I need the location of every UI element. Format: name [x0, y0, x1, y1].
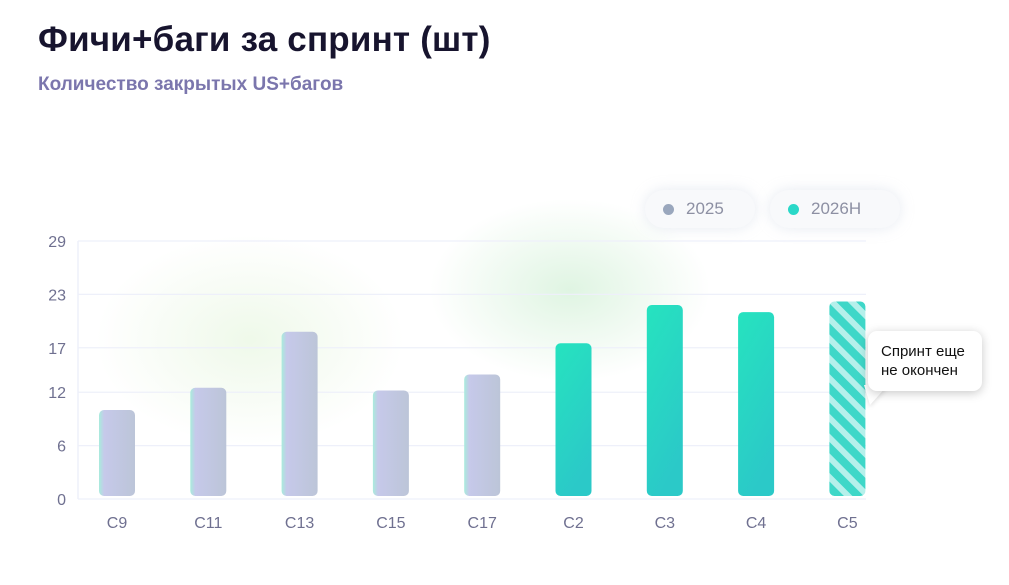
- y-tick-label: 12: [48, 385, 66, 402]
- y-tick-label: 6: [57, 439, 66, 456]
- chart-title: Фичи+баги за спринт (шт): [38, 20, 491, 59]
- bar-С15: [372, 390, 409, 496]
- x-category-label: С2: [563, 515, 584, 532]
- bar-С3: [646, 305, 683, 496]
- legend-label-2026h: 2026H: [811, 199, 862, 218]
- x-category-label: С9: [107, 515, 128, 532]
- legend-dot-2026h-icon: [788, 203, 799, 215]
- bar-С13: [281, 331, 318, 496]
- bar-С9: [99, 410, 135, 496]
- bar-С2: [555, 343, 592, 496]
- bar-С17: [464, 374, 501, 496]
- callout-sprint-not-finished: Спринт еще не окончен: [868, 331, 982, 391]
- callout-line-2: не окончен: [881, 362, 958, 379]
- legend-item-2025[interactable]: 2025: [645, 190, 755, 228]
- y-tick-label: 17: [48, 341, 66, 358]
- callout-line-1: Спринт еще: [881, 343, 965, 360]
- legend-dot-2025-icon: [663, 203, 674, 215]
- y-tick-label: 29: [48, 234, 66, 251]
- x-category-label: С13: [285, 515, 314, 532]
- bar-С11: [190, 387, 227, 496]
- x-category-label: С5: [837, 515, 858, 532]
- x-category-label: С4: [746, 515, 767, 532]
- x-category-label: С17: [468, 515, 497, 532]
- y-tick-label: 23: [48, 287, 66, 304]
- x-category-label: С15: [376, 515, 405, 532]
- legend-label-2025: 2025: [686, 199, 724, 218]
- chart-subtitle: Количество закрытых US+багов: [38, 74, 344, 95]
- bar-С4: [738, 312, 775, 496]
- y-tick-label: 0: [57, 492, 66, 509]
- bar-С5: [829, 301, 866, 496]
- legend-item-2026h[interactable]: 2026H: [770, 190, 900, 228]
- x-category-label: С3: [655, 515, 676, 532]
- x-category-label: С11: [194, 515, 222, 532]
